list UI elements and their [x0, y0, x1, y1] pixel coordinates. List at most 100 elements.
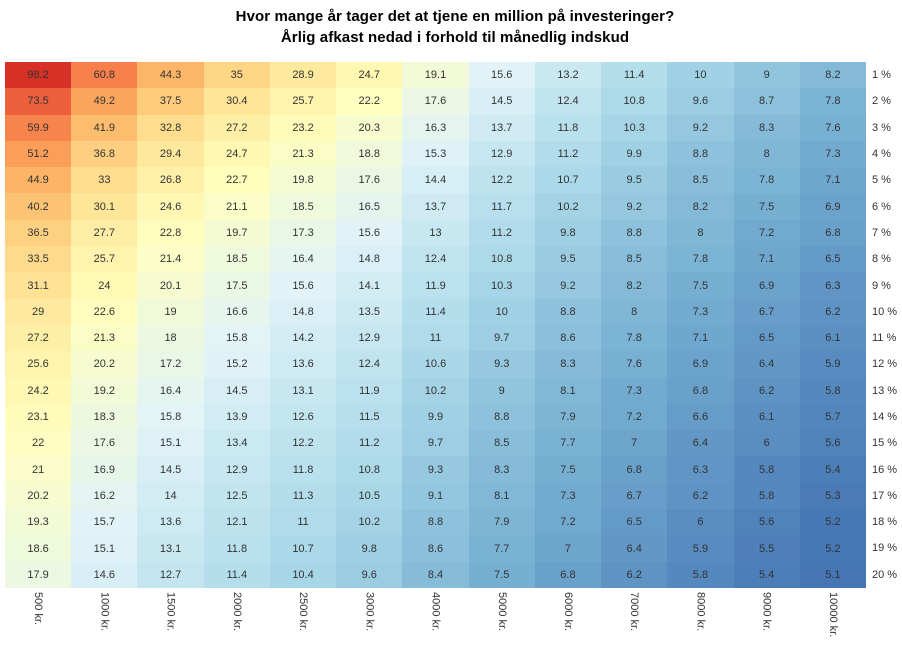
heatmap-cell: 5.7: [799, 403, 866, 431]
heatmap-cell: 8.7: [733, 88, 800, 115]
heatmap-cell: 10.6: [402, 351, 469, 378]
x-axis-label: 500 kr.: [32, 592, 45, 626]
heatmap-cell: 13.5: [336, 298, 403, 325]
heatmap-cell: 6.8: [534, 561, 602, 588]
heatmap-cell: 8.8: [601, 219, 668, 247]
heatmap-cell: 7.7: [468, 535, 535, 562]
heatmap-cell: 10.2: [402, 377, 469, 404]
heatmap-cell: 7.1: [799, 167, 866, 194]
heatmap-cell: 15.8: [203, 324, 270, 352]
heatmap-cell: 19.7: [203, 219, 270, 247]
heatmap-cell: 7.6: [799, 114, 866, 141]
heatmap-cell: 11.2: [336, 430, 403, 457]
heatmap-cell: 8.8: [468, 403, 535, 431]
heatmap-cell: 28.9: [269, 62, 337, 89]
heatmap-cell: 22.7: [203, 167, 270, 194]
heatmap-cell: 13.1: [137, 535, 204, 562]
heatmap-cell: 15.6: [468, 62, 535, 89]
heatmap-cell: 19.2: [71, 377, 138, 404]
heatmap-cell: 13.7: [468, 114, 535, 141]
heatmap-cell: 15.7: [71, 509, 138, 536]
heatmap-cell: 7.9: [534, 403, 602, 431]
heatmap-cell: 20.1: [137, 272, 204, 299]
y-axis-label: 13 %: [872, 384, 898, 397]
heatmap-cell: 36.8: [71, 140, 138, 168]
heatmap-cell: 9.9: [601, 140, 668, 168]
heatmap-cell: 11.8: [269, 456, 337, 483]
heatmap-cell: 25.7: [71, 246, 138, 273]
heatmap-cell: 10.7: [269, 535, 337, 562]
x-axis-label: 8000 kr.: [694, 592, 707, 632]
heatmap-cell: 5.9: [667, 535, 734, 562]
heatmap-cell: 7.2: [534, 509, 602, 536]
heatmap-cell: 21: [5, 456, 72, 483]
heatmap-cell: 8: [733, 140, 800, 168]
heatmap-cell: 7.8: [799, 88, 866, 115]
heatmap-cell: 23.1: [5, 403, 72, 431]
heatmap-cell: 11.2: [534, 140, 602, 168]
heatmap-cell: 12.5: [203, 482, 270, 510]
x-axis-label: 2500 kr.: [297, 592, 310, 632]
y-axis-label: 16 %: [872, 463, 898, 476]
heatmap-cell: 15.3: [402, 140, 469, 168]
x-axis-label: 2000 kr.: [230, 592, 243, 632]
heatmap-cell: 13.2: [534, 62, 602, 89]
heatmap-cell: 11: [269, 509, 337, 536]
heatmap-cell: 7: [601, 430, 668, 457]
x-axis-label: 4000 kr.: [429, 592, 442, 632]
heatmap-cell: 12.9: [203, 456, 270, 483]
heatmap-cell: 24.2: [5, 377, 72, 404]
y-axis-label: 10 %: [872, 305, 898, 318]
heatmap-cell: 11.9: [402, 272, 469, 299]
heatmap-cell: 8.3: [534, 351, 602, 378]
heatmap-cell: 7: [534, 535, 602, 562]
heatmap-cell: 15.2: [203, 351, 270, 378]
heatmap-cell: 9.2: [534, 272, 602, 299]
heatmap-cell: 11.4: [203, 561, 270, 588]
y-axis-label: 9 %: [872, 279, 891, 292]
heatmap-cell: 6.4: [601, 535, 668, 562]
heatmap-cell: 8.3: [468, 456, 535, 483]
heatmap-cell: 5.4: [733, 561, 800, 588]
heatmap-cell: 17.6: [71, 430, 138, 457]
heatmap-cell: 15.6: [269, 272, 337, 299]
heatmap-cell: 16.6: [203, 298, 270, 325]
heatmap-cell: 19.1: [402, 62, 469, 89]
chart-title: Hvor mange år tager det at tjene en mill…: [235, 8, 675, 25]
heatmap-cell: 12.1: [203, 509, 270, 536]
heatmap-cell: 17.3: [269, 219, 337, 247]
heatmap-cell: 6: [667, 509, 734, 536]
heatmap-cell: 8.1: [534, 377, 602, 404]
heatmap-cell: 5.4: [799, 456, 866, 483]
heatmap-cell: 19.8: [269, 167, 337, 194]
heatmap-cell: 7.5: [468, 561, 535, 588]
heatmap-cell: 24.7: [336, 62, 403, 89]
heatmap-cell: 13.7: [402, 193, 469, 220]
heatmap-cell: 22.2: [336, 88, 403, 115]
heatmap-cell: 44.9: [5, 167, 72, 194]
heatmap-cell: 6.5: [601, 509, 668, 536]
heatmap-cell: 9: [468, 377, 535, 404]
heatmap-cell: 32.8: [137, 114, 204, 141]
heatmap-cell: 6.4: [733, 351, 800, 378]
heatmap-cell: 7.3: [534, 482, 602, 510]
heatmap-cell: 6.2: [733, 377, 800, 404]
heatmap-cell: 23.2: [269, 114, 337, 141]
heatmap-cell: 7.6: [601, 351, 668, 378]
heatmap-cell: 13.6: [137, 509, 204, 536]
heatmap-cell: 13.1: [269, 377, 337, 404]
heatmap-cell: 30.1: [71, 193, 138, 220]
heatmap-cell: 19.3: [5, 509, 72, 536]
heatmap-cell: 21.3: [71, 324, 138, 352]
heatmap-cell: 18.8: [336, 140, 403, 168]
heatmap-cell: 5.2: [799, 535, 866, 562]
heatmap-cell: 12.9: [336, 324, 403, 352]
y-axis-label: 5 %: [872, 174, 891, 187]
heatmap-cell: 12.2: [269, 430, 337, 457]
heatmap-cell: 17.6: [336, 167, 403, 194]
heatmap-cell: 6.1: [799, 324, 866, 352]
heatmap-cell: 6.8: [667, 377, 734, 404]
heatmap-cell: 11.9: [336, 377, 403, 404]
heatmap-cell: 9.2: [601, 193, 668, 220]
heatmap-cell: 10.8: [601, 88, 668, 115]
